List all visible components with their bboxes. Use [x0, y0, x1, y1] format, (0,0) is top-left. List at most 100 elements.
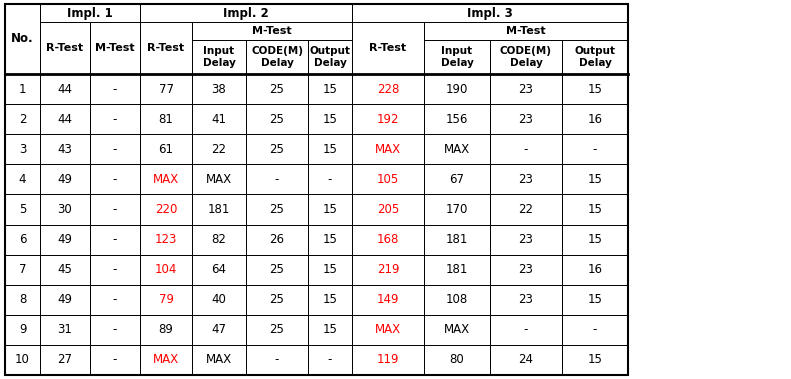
Text: -: -	[524, 323, 528, 336]
Text: -: -	[113, 263, 117, 276]
Text: Impl. 1: Impl. 1	[67, 6, 113, 19]
Text: CODE(M)
Delay: CODE(M) Delay	[500, 46, 552, 68]
Bar	[246, 104, 308, 134]
Text: 23: 23	[519, 83, 533, 96]
Bar	[352, 74, 424, 104]
Bar	[5, 194, 40, 224]
Bar	[424, 40, 490, 74]
Text: 3: 3	[19, 143, 26, 156]
Bar	[562, 40, 628, 74]
Text: -: -	[113, 83, 117, 96]
Text: 5: 5	[19, 203, 26, 216]
Bar	[40, 194, 90, 224]
Bar	[40, 22, 90, 74]
Text: 170: 170	[446, 203, 468, 216]
Text: -: -	[113, 173, 117, 186]
Bar	[490, 164, 562, 194]
Text: -: -	[113, 143, 117, 156]
Bar	[140, 164, 192, 194]
Bar	[192, 194, 246, 224]
Bar	[352, 104, 424, 134]
Text: MAX: MAX	[375, 143, 401, 156]
Bar	[246, 40, 308, 74]
Bar	[562, 194, 628, 224]
Text: 43: 43	[58, 143, 73, 156]
Bar	[352, 255, 424, 285]
Text: MAX: MAX	[375, 323, 401, 336]
Bar	[308, 164, 352, 194]
Text: 25: 25	[270, 203, 285, 216]
Bar	[90, 194, 140, 224]
Text: 44: 44	[58, 83, 73, 96]
Bar	[490, 194, 562, 224]
Bar	[308, 255, 352, 285]
Text: 23: 23	[519, 263, 533, 276]
Bar	[40, 134, 90, 164]
Bar	[140, 22, 192, 74]
Bar	[140, 285, 192, 315]
Text: 64: 64	[211, 263, 226, 276]
Bar	[562, 134, 628, 164]
Bar	[90, 285, 140, 315]
Bar	[490, 345, 562, 375]
Bar	[5, 164, 40, 194]
Bar	[5, 345, 40, 375]
Bar	[40, 164, 90, 194]
Text: 10: 10	[15, 354, 30, 366]
Text: 105: 105	[377, 173, 399, 186]
Bar	[352, 22, 424, 74]
Bar	[90, 74, 140, 104]
Bar	[246, 134, 308, 164]
Text: 27: 27	[58, 354, 73, 366]
Text: MAX: MAX	[206, 173, 232, 186]
Text: 6: 6	[19, 233, 26, 246]
Text: 15: 15	[323, 203, 338, 216]
Text: M-Test: M-Test	[95, 43, 134, 53]
Bar	[352, 285, 424, 315]
Text: MAX: MAX	[444, 323, 470, 336]
Text: 26: 26	[270, 233, 285, 246]
Bar	[562, 164, 628, 194]
Text: 16: 16	[588, 113, 603, 126]
Bar	[424, 255, 490, 285]
Bar	[424, 134, 490, 164]
Bar	[490, 40, 562, 74]
Bar	[490, 104, 562, 134]
Bar	[5, 315, 40, 345]
Text: 25: 25	[270, 323, 285, 336]
Bar	[90, 315, 140, 345]
Bar	[424, 194, 490, 224]
Bar	[140, 104, 192, 134]
Text: 49: 49	[58, 173, 73, 186]
Text: 15: 15	[323, 323, 338, 336]
Bar	[562, 285, 628, 315]
Bar	[352, 315, 424, 345]
Bar	[562, 345, 628, 375]
Text: 25: 25	[270, 83, 285, 96]
Bar	[352, 4, 628, 22]
Text: 22: 22	[211, 143, 226, 156]
Text: 104: 104	[155, 263, 177, 276]
Text: -: -	[113, 113, 117, 126]
Text: 190: 190	[446, 83, 468, 96]
Bar	[90, 134, 140, 164]
Text: 15: 15	[323, 113, 338, 126]
Text: 15: 15	[588, 173, 603, 186]
Text: 192: 192	[377, 113, 399, 126]
Text: 80: 80	[449, 354, 464, 366]
Text: 25: 25	[270, 143, 285, 156]
Bar	[246, 224, 308, 255]
Bar	[40, 285, 90, 315]
Text: -: -	[524, 143, 528, 156]
Text: 49: 49	[58, 233, 73, 246]
Text: R-Test: R-Test	[147, 43, 184, 53]
Bar	[40, 74, 90, 104]
Text: 47: 47	[211, 323, 226, 336]
Bar	[140, 345, 192, 375]
Text: 15: 15	[588, 354, 603, 366]
Text: MAX: MAX	[206, 354, 232, 366]
Bar	[192, 22, 352, 40]
Bar	[490, 134, 562, 164]
Bar	[140, 194, 192, 224]
Bar	[490, 74, 562, 104]
